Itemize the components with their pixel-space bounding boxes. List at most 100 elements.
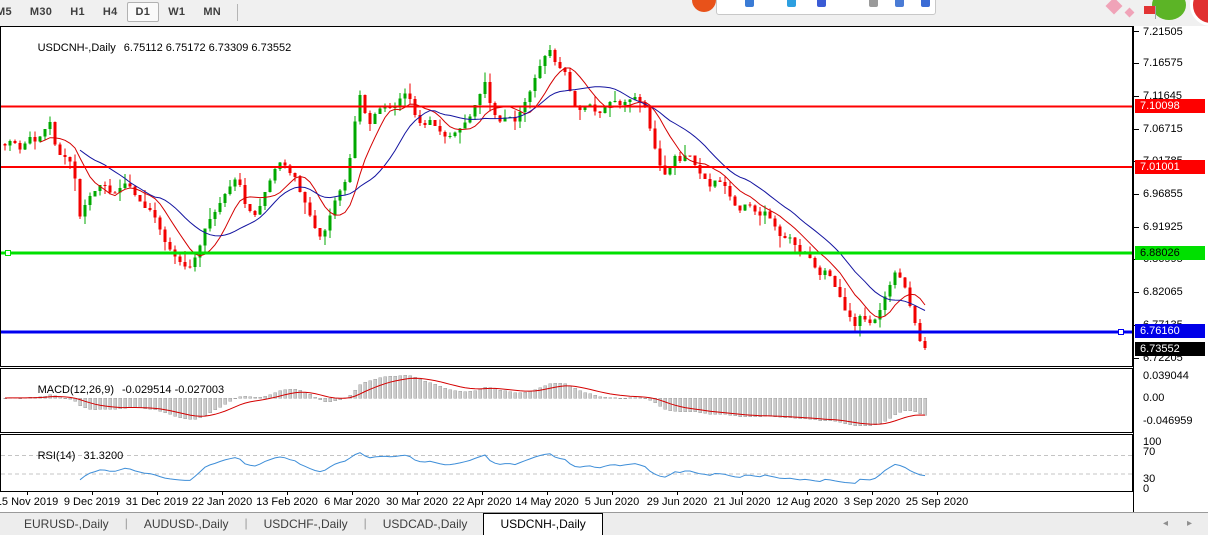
share-logo-icon[interactable]	[692, 0, 716, 12]
date-label: 14 May 2020	[515, 496, 579, 508]
ma-fast-line	[39, 67, 926, 319]
price-tick-label: 6.96855	[1143, 188, 1183, 200]
hline-price-badge: 6.88026	[1135, 246, 1205, 260]
price-tick-mark	[1134, 227, 1139, 228]
macd-label: MACD(12,26,9) -0.029514 -0.027003	[7, 372, 225, 408]
sparkle-icon	[1105, 0, 1123, 15]
share-icon[interactable]	[895, 0, 904, 7]
date-tick-mark	[742, 492, 743, 495]
price-tick-label: 6.82065	[1143, 286, 1183, 298]
flag-pole	[1155, 6, 1156, 19]
chart-tab-usdchf[interactable]: USDCHF-,Daily	[263, 517, 348, 531]
date-label: 22 Jan 2020	[191, 496, 253, 508]
date-tick-mark	[937, 492, 938, 495]
tab-separator: |	[124, 516, 128, 530]
timeframe-buttons: M5 M30 H1 H4 D1 W1 MN	[0, 2, 245, 22]
price-tick-label: 7.16575	[1143, 57, 1183, 69]
date-tick-mark	[872, 492, 873, 495]
timeframe-button-w1[interactable]: W1	[168, 6, 186, 18]
timeframe-button-m5[interactable]: M5	[0, 6, 12, 18]
badge-graphic	[1190, 0, 1208, 26]
date-label: 6 Mar 2020	[324, 496, 380, 508]
macd-name: MACD(12,26,9)	[37, 384, 114, 396]
date-label: 21 Jul 2020	[713, 496, 771, 508]
price-tick-mark	[1134, 63, 1139, 64]
macd-histogram	[3, 375, 927, 427]
price-tick-label: 7.21505	[1143, 26, 1183, 38]
rsi-value: 31.3200	[83, 450, 124, 462]
macd-axis-label: 0.00	[1143, 392, 1165, 404]
date-label: 13 Feb 2020	[256, 496, 318, 508]
date-tick-mark	[677, 492, 678, 495]
date-tick-mark	[27, 492, 28, 495]
tab-scroll-right-icon[interactable]: ▸	[1186, 518, 1192, 529]
hline-price-badge: 7.10098	[1135, 99, 1205, 113]
macd-axis-label: -0.046959	[1143, 415, 1193, 427]
rsi-label: RSI(14) 31.3200	[7, 438, 124, 474]
price-axis: 7.215057.165757.116457.067157.017856.968…	[1133, 26, 1208, 512]
tab-scroll-left-icon[interactable]: ◂	[1162, 518, 1168, 529]
rsi-axis-label: 70	[1143, 446, 1156, 458]
timeframe-button-mn[interactable]: MN	[203, 6, 222, 18]
hline-handle[interactable]	[1118, 328, 1124, 335]
timeframe-button-m30[interactable]: M30	[29, 6, 53, 18]
date-label: 5 Jun 2020	[584, 496, 640, 508]
price-tick-mark	[1134, 96, 1139, 97]
chart-title: USDCNH-,Daily 6.75112 6.75172 6.73309 6.7…	[7, 30, 292, 66]
current-price-badge: 6.73552	[1135, 342, 1205, 356]
rsi-name: RSI(14)	[37, 450, 76, 462]
date-axis: 15 Nov 2019 9 Dec 2019 31 Dec 2019 22 Jan 2…	[0, 492, 1133, 512]
hline-price-badge: 6.76160	[1135, 324, 1205, 338]
price-tick-mark	[1134, 194, 1139, 195]
symbol-period-label: USDCNH-,Daily	[37, 42, 116, 54]
share-toolbar[interactable]	[716, 0, 936, 15]
chart-tab-usdcnh[interactable]: USDCNH-,Daily	[483, 513, 603, 535]
timeframe-button-d1[interactable]: D1	[126, 2, 160, 22]
chart-tab-usdcad[interactable]: USDCAD-,Daily	[382, 517, 468, 531]
sparkle-icon	[1124, 7, 1135, 18]
price-tick-mark	[1134, 31, 1139, 32]
candles-layer	[3, 44, 927, 351]
hline-price-badge: 7.01001	[1135, 160, 1205, 174]
share-icon[interactable]	[817, 0, 826, 7]
candlestick-chart[interactable]	[1, 27, 1132, 366]
macd-axis-label: 0.039044	[1143, 370, 1189, 382]
date-label: 3 Sep 2020	[843, 496, 901, 508]
rsi-axis-label: 0	[1143, 483, 1150, 495]
date-label: 25 Sep 2020	[905, 496, 969, 508]
date-label: 12 Aug 2020	[776, 496, 838, 508]
macd-signal-line	[4, 377, 926, 425]
rsi-chart[interactable]	[1, 435, 1132, 491]
rsi-axis-label: 30	[1143, 473, 1156, 485]
hline-handle[interactable]	[5, 250, 11, 257]
main-price-panel[interactable]: USDCNH-,Daily 6.75112 6.75172 6.73309 6.7…	[0, 26, 1133, 367]
date-label: 15 Nov 2019	[0, 496, 59, 508]
date-tick-mark	[352, 492, 353, 495]
macd-chart[interactable]	[1, 369, 1132, 432]
date-tick-mark	[612, 492, 613, 495]
macd-panel[interactable]: MACD(12,26,9) -0.029514 -0.027003	[0, 368, 1133, 433]
ohlc-quote: 6.75112 6.75172 6.73309 6.73552	[123, 42, 292, 54]
rsi-panel[interactable]: RSI(14) 31.3200	[0, 434, 1133, 492]
date-tick-mark	[482, 492, 483, 495]
price-tick-mark	[1134, 358, 1139, 359]
copy-icon[interactable]	[869, 0, 878, 7]
share-icon[interactable]	[787, 0, 796, 7]
date-label: 30 Mar 2020	[386, 496, 448, 508]
ma-slow-line	[79, 86, 926, 311]
price-tick-mark	[1134, 292, 1139, 293]
price-tick-label: 7.06715	[1143, 123, 1183, 135]
date-label: 31 Dec 2019	[125, 496, 189, 508]
date-tick-mark	[157, 492, 158, 495]
date-tick-mark	[417, 492, 418, 495]
rsi-line	[79, 452, 926, 484]
chart-tab-eurusd[interactable]: EURUSD-,Daily	[24, 517, 109, 531]
chart-plot-column: USDCNH-,Daily 6.75112 6.75172 6.73309 6.7…	[0, 26, 1133, 512]
share-icon[interactable]	[921, 0, 930, 7]
share-icon[interactable]	[745, 0, 754, 7]
chart-tab-audusd[interactable]: AUDUSD-,Daily	[143, 517, 229, 531]
timeframe-button-h4[interactable]: H4	[102, 6, 118, 18]
date-tick-mark	[807, 492, 808, 495]
timeframe-toolbar: M5 M30 H1 H4 D1 W1 MN	[0, 0, 1208, 26]
timeframe-button-h1[interactable]: H1	[70, 6, 85, 18]
